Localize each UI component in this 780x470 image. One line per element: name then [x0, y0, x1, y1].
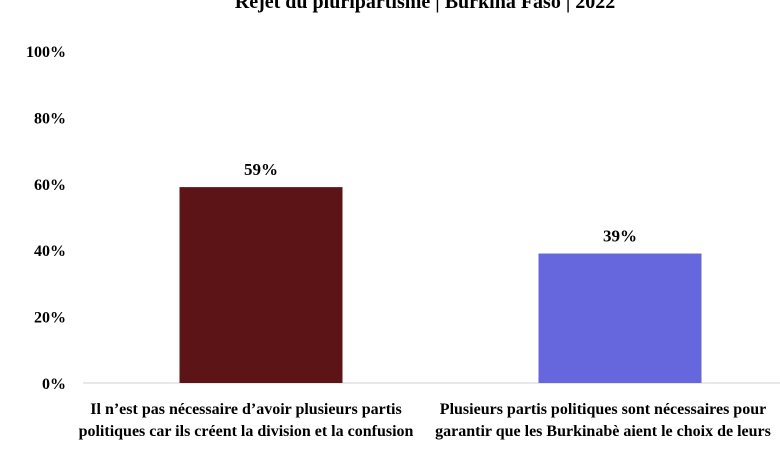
y-tick-label: 0%	[42, 376, 66, 393]
bar-1	[179, 187, 343, 383]
y-tick-label: 100%	[26, 44, 66, 61]
data-label-1: 59%	[244, 160, 278, 179]
bar-2	[538, 253, 702, 383]
data-label-2: 39%	[603, 227, 637, 246]
y-axis: 0% 20% 40% 60% 80% 100%	[26, 44, 66, 393]
chart-title: Rejet du pluripartisme | Burkina Faso | …	[235, 0, 616, 13]
data-labels: 59% 39%	[244, 160, 637, 245]
y-tick-label: 80%	[34, 110, 66, 127]
bars	[179, 187, 702, 383]
category-label-2: Plusieurs partis politiques sont nécessa…	[435, 401, 771, 440]
y-tick-label: 40%	[34, 243, 66, 260]
category-label-1: Il n’est pas nécessaire d’avoir plusieur…	[78, 401, 414, 440]
y-tick-label: 60%	[34, 177, 66, 194]
y-tick-label: 20%	[34, 310, 66, 327]
